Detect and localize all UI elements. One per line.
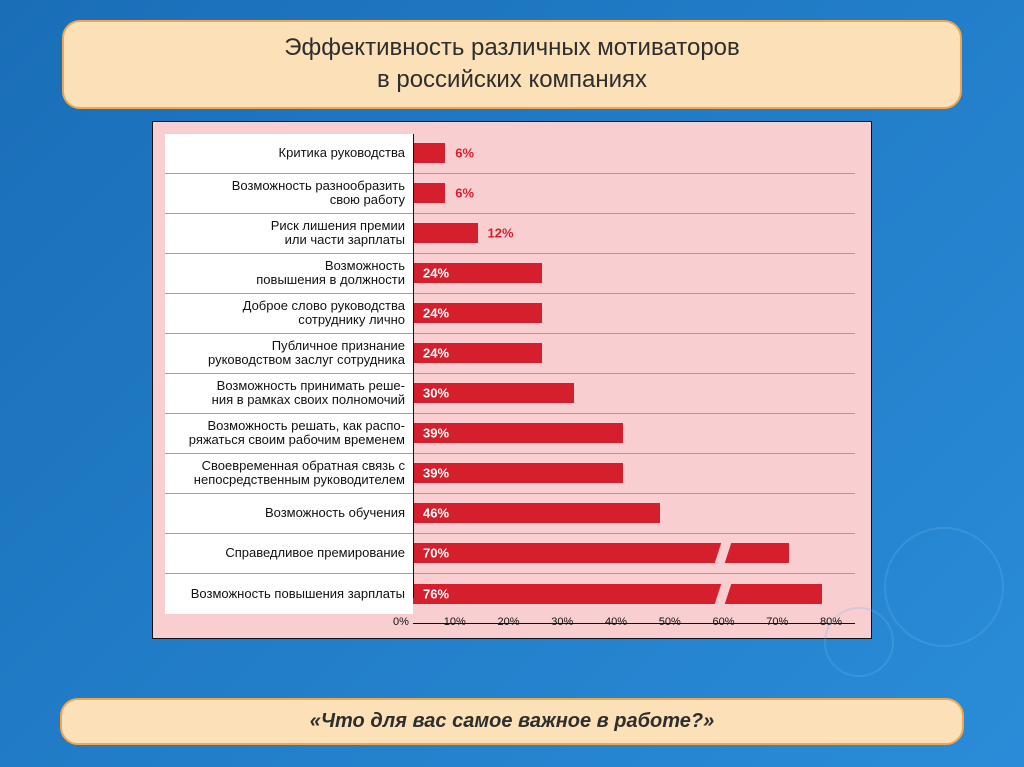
x-tick-label: 20% [497,616,519,628]
bar-region: 70% [413,534,855,573]
slide: Эффективность различных мотиваторов в ро… [0,0,1024,767]
chart-row: Возможность обучения 46% [165,494,855,534]
bar: 39% [413,463,623,483]
bar-value: 39% [423,466,449,481]
chart-row: Риск лишения премииили части зарплаты12% [165,214,855,254]
x-tick-label: 60% [712,616,734,628]
bar: 6% [413,183,445,203]
bar-label: Возможность повышения зарплаты [165,574,413,614]
x-ticks: 0%10%20%30%40%50%60%70%80% [401,612,871,638]
bar-region: 12% [413,214,855,253]
bar-value: 24% [423,306,449,321]
bar-label: Своевременная обратная связь снепосредст… [165,454,413,493]
x-tick-label: 0% [393,616,409,628]
bar-region: 39% [413,414,855,453]
bar-value: 24% [423,346,449,361]
bar-label: Публичное признаниеруководством заслуг с… [165,334,413,373]
bar-region: 30% [413,374,855,413]
x-tick-label: 40% [605,616,627,628]
x-tick-label: 30% [551,616,573,628]
bar-label: Критика руководства [165,134,413,173]
bar-value: 12% [488,226,514,241]
bar-region: 24% [413,334,855,373]
chart-row: Возможность решать, как распо-ряжаться с… [165,414,855,454]
chart-row: Справедливое премирование 70% [165,534,855,574]
bar: 24% [413,303,542,323]
x-tick-label: 50% [659,616,681,628]
title-box: Эффективность различных мотиваторов в ро… [62,20,962,109]
bar-value: 30% [423,386,449,401]
bar: 24% [413,343,542,363]
bar-region: 24% [413,254,855,293]
bar-region: 6% [413,134,855,173]
bar-label: Возможность разнообразитьсвою работу [165,174,413,213]
bar: 24% [413,263,542,283]
bar: 39% [413,423,623,443]
chart-panel: Критика руководства6%Возможность разнооб… [152,121,872,639]
chart-row: Возможностьповышения в должности 24% [165,254,855,294]
footer-box: «Что для вас самое важное в работе?» [60,698,964,745]
bar: 30% [413,383,574,403]
x-tick-label: 70% [766,616,788,628]
bar-label: Справедливое премирование [165,534,413,573]
title-line1: Эффективность различных мотиваторов [82,32,942,64]
bar-region: 24% [413,294,855,333]
bar-region: 46% [413,494,855,533]
bar: 70% [413,543,789,563]
bar-value: 24% [423,266,449,281]
bar-region: 6% [413,174,855,213]
bar: 46% [413,503,660,523]
chart-row: Публичное признаниеруководством заслуг с… [165,334,855,374]
chart-row: Возможность повышения зарплаты 76% [165,574,855,614]
bar-label: Доброе слово руководствасотруднику лично [165,294,413,333]
bar: 76% [413,584,822,604]
bar: 12% [413,223,478,243]
y-axis [413,134,414,598]
bar: 6% [413,143,445,163]
chart-row: Возможность принимать реше-ния в рамках … [165,374,855,414]
x-tick-label: 10% [444,616,466,628]
bar-region: 39% [413,454,855,493]
chart-area: Критика руководства6%Возможность разнооб… [165,134,855,624]
bar-label: Риск лишения премииили части зарплаты [165,214,413,253]
bar-value: 6% [455,186,474,201]
title-line2: в российских компаниях [82,64,942,96]
chart-row: Своевременная обратная связь снепосредст… [165,454,855,494]
bar-value: 70% [423,546,449,561]
bar-value: 6% [455,146,474,161]
bar-value: 46% [423,506,449,521]
bar-value: 76% [423,586,449,601]
bar-label: Возможность обучения [165,494,413,533]
break-notch-icon [714,582,732,606]
chart-row: Доброе слово руководствасотруднику лично… [165,294,855,334]
decor-ring-1 [884,527,1004,647]
break-notch-icon [714,541,732,565]
footer-text: «Что для вас самое важное в работе?» [310,710,714,732]
chart-row: Возможность разнообразитьсвою работу6% [165,174,855,214]
chart-row: Критика руководства6% [165,134,855,174]
bar-region: 76% [413,574,855,614]
x-tick-label: 80% [820,616,842,628]
bar-label: Возможность решать, как распо-ряжаться с… [165,414,413,453]
bar-label: Возможность принимать реше-ния в рамках … [165,374,413,413]
bar-value: 39% [423,426,449,441]
bar-label: Возможностьповышения в должности [165,254,413,293]
